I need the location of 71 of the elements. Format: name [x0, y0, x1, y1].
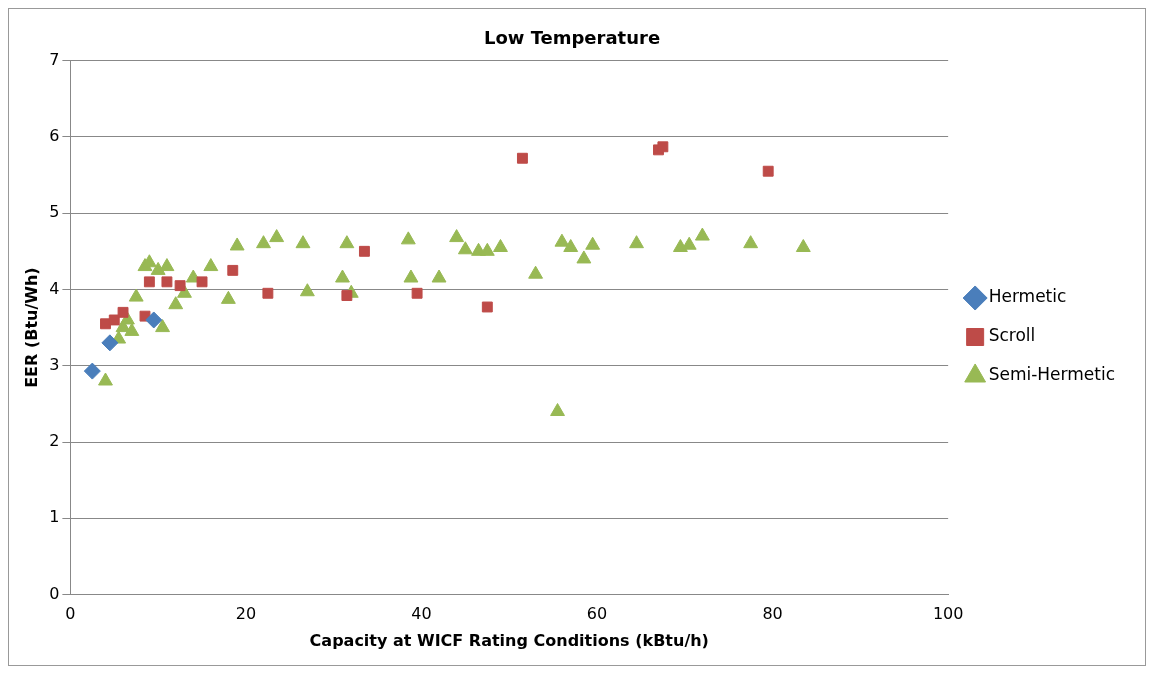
y-axis-title: EER (Btu/Wh)	[21, 267, 41, 388]
point	[762, 165, 774, 177]
point	[657, 141, 669, 153]
y-tick-label: 5	[49, 202, 60, 222]
point	[516, 152, 528, 164]
point	[479, 242, 495, 256]
point	[117, 306, 129, 318]
point	[220, 290, 236, 304]
point	[203, 258, 219, 272]
point	[161, 276, 173, 288]
x-tick-label: 80	[762, 604, 783, 624]
x-tick-label: 0	[65, 604, 76, 624]
point	[400, 231, 416, 245]
point	[528, 265, 544, 279]
point	[128, 288, 144, 302]
point	[629, 235, 644, 249]
point	[694, 227, 710, 241]
point	[174, 280, 186, 292]
point	[411, 287, 423, 299]
point	[262, 287, 274, 299]
point	[449, 229, 465, 243]
point	[98, 372, 113, 386]
y-tick-label: 3	[49, 354, 60, 374]
y-tick-label: 2	[49, 431, 60, 451]
point	[457, 241, 473, 255]
point	[335, 269, 350, 283]
point	[108, 314, 120, 326]
point	[159, 258, 175, 272]
y-tick-label: 0	[49, 583, 60, 603]
point	[299, 283, 315, 297]
point	[554, 233, 570, 247]
point	[493, 239, 508, 252]
x-tick-label: 40	[411, 604, 432, 624]
legend-label: Scroll	[988, 325, 1036, 346]
point	[743, 235, 759, 249]
point	[585, 236, 601, 250]
point	[269, 229, 285, 243]
x-tick-label: 60	[586, 604, 608, 624]
point	[563, 239, 579, 252]
y-tick-label: 4	[49, 278, 60, 298]
y-tick-label: 1	[49, 507, 60, 527]
point	[83, 362, 101, 380]
point	[256, 235, 271, 249]
point	[196, 276, 208, 288]
chart-title: Low Temperature	[483, 27, 661, 49]
y-tick-label: 7	[49, 49, 60, 69]
y-tick-label: 6	[49, 126, 60, 146]
point	[795, 239, 811, 252]
legend-label: Semi-Hermetic	[988, 364, 1115, 385]
point	[150, 261, 166, 275]
point	[229, 237, 245, 251]
point	[227, 264, 239, 276]
point	[550, 403, 565, 417]
point	[124, 322, 140, 336]
x-tick-label: 100	[932, 604, 964, 624]
point	[431, 269, 447, 283]
point	[358, 245, 370, 257]
point	[143, 276, 155, 288]
point	[101, 334, 119, 352]
point	[295, 235, 311, 249]
point	[339, 235, 355, 249]
point	[403, 269, 419, 283]
point	[168, 296, 184, 310]
point	[145, 311, 163, 329]
point	[341, 290, 353, 302]
legend-label: Hermetic	[988, 286, 1067, 307]
point	[576, 250, 592, 264]
point	[155, 319, 170, 333]
x-tick-label: 20	[235, 604, 257, 624]
point	[481, 301, 493, 313]
x-axis-title: Capacity at WICF Rating Conditions (kBtu/h)	[309, 630, 709, 650]
